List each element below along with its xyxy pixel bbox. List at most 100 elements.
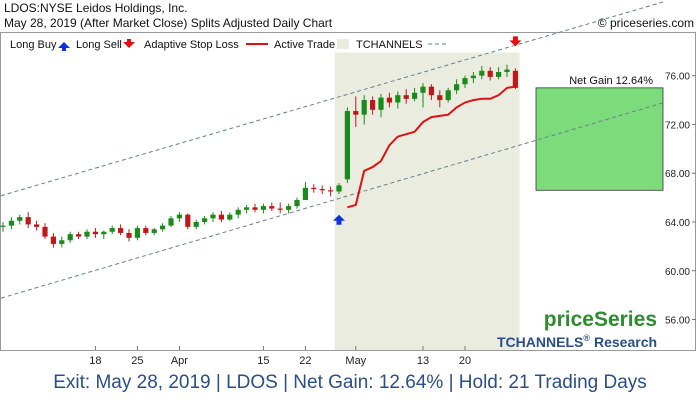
legend-long-buy-label: Long Buy	[10, 39, 57, 51]
long-buy-arrow-icon	[58, 42, 70, 51]
long-buy-marker-icon	[333, 214, 345, 225]
candle-body	[118, 228, 124, 233]
x-tick-label: 22	[299, 355, 311, 367]
candle-body	[378, 97, 384, 110]
candle-body	[344, 111, 350, 180]
candle-body	[193, 221, 199, 227]
long-sell-marker-icon	[509, 36, 522, 47]
candle-body	[59, 240, 65, 244]
candle-body	[328, 190, 334, 192]
candle-body	[487, 70, 493, 77]
candle-body	[462, 78, 468, 85]
candle-body	[252, 207, 258, 210]
candle-body	[353, 111, 359, 115]
legend-adaptive-stop-label: Adaptive Stop Loss	[144, 39, 239, 51]
x-tick-label: 13	[417, 355, 429, 367]
candle-body	[227, 214, 233, 220]
candle-body	[218, 214, 224, 220]
candle-body	[17, 217, 23, 221]
x-tick-label: Apr	[171, 355, 188, 367]
registered-mark: ®	[583, 333, 590, 343]
channel-lower-line	[0, 101, 667, 299]
candle-body	[134, 228, 140, 238]
candle-body	[311, 187, 317, 190]
y-tick-label: 56.00	[665, 316, 690, 327]
candle-body	[34, 224, 40, 227]
candle-body	[403, 95, 409, 99]
priceseries-logo: priceSeries	[544, 308, 657, 331]
channel-upper-line	[0, 0, 667, 197]
candle-body	[235, 209, 241, 215]
tchannels-brand-text: TCHANNELS	[497, 334, 583, 350]
candle-body	[92, 231, 98, 235]
candle-body	[0, 225, 6, 227]
y-tick-label: 68.00	[665, 169, 690, 180]
axis-ticks: 56.00 60.00 64.00 68.00 72.00 76.00 18 25 Apr 15 2…	[89, 72, 696, 367]
x-tick-label: May	[345, 355, 366, 367]
copyright-text: © priceseries.com	[597, 16, 694, 30]
tchannels-research-logo: TCHANNELS® Research	[497, 333, 657, 350]
candle-body	[286, 206, 292, 210]
chart-title: LDOS:NYSE Leidos Holdings, Inc.	[4, 1, 188, 15]
candle-body	[151, 229, 157, 233]
legend-active-trade-label: Active Trade	[274, 39, 335, 51]
y-tick-label: 64.00	[665, 218, 690, 229]
candle-body	[260, 206, 266, 210]
candle-body	[294, 200, 300, 207]
x-tick-label: 15	[257, 355, 269, 367]
candle-body	[76, 234, 82, 237]
candle-body	[8, 220, 14, 226]
candle-body	[109, 228, 115, 232]
candle-body	[361, 100, 367, 115]
candles	[0, 64, 518, 248]
candle-body	[244, 207, 250, 210]
candle-body	[479, 70, 485, 76]
candle-body	[269, 206, 275, 209]
candle-body	[302, 187, 308, 201]
candle-body	[512, 70, 518, 88]
candle-body	[67, 234, 73, 241]
candle-body	[437, 95, 443, 101]
research-brand-text: Research	[594, 334, 657, 350]
candle-body	[277, 208, 283, 210]
candle-body	[126, 232, 132, 238]
candle-body	[84, 231, 90, 237]
price-chart: 56.00 60.00 64.00 68.00 72.00 76.00 18 25 Apr 15 2…	[0, 0, 696, 367]
candle-body	[185, 214, 191, 227]
tchannels-lines	[0, 0, 667, 299]
adaptive-stop-layer	[347, 85, 516, 209]
candle-body	[160, 225, 166, 230]
candle-body	[210, 214, 216, 219]
legend-long-sell-label: Long Sell	[76, 39, 122, 51]
candle-body	[420, 86, 426, 93]
candle-body	[25, 217, 31, 225]
y-tick-label: 72.00	[665, 120, 690, 131]
candle-body	[143, 228, 149, 233]
x-tick-label: 18	[89, 355, 101, 367]
candle-body	[470, 75, 476, 79]
candle-body	[454, 84, 460, 91]
net-gain-box	[535, 87, 664, 191]
candle-body	[101, 231, 107, 235]
background-layer	[334, 52, 664, 350]
candle-body	[168, 218, 174, 226]
candle-body	[428, 86, 434, 96]
candle-body	[412, 92, 418, 99]
candle-body	[386, 97, 392, 103]
x-tick-label: 20	[459, 355, 471, 367]
long-sell-arrow-icon	[123, 39, 135, 48]
legend: Long Buy Long Sell Adaptive Stop Loss Ac…	[10, 39, 448, 51]
y-tick-label: 76.00	[665, 72, 690, 83]
candle-body	[176, 214, 182, 219]
y-tick-label: 60.00	[665, 267, 690, 278]
active-trade-swatch	[337, 39, 349, 49]
trade-summary-footer: Exit: May 28, 2019 | LDOS | Net Gain: 12…	[53, 372, 647, 393]
chart-frame	[0, 32, 696, 351]
chart-subtitle: May 28, 2019 (After Market Close) Splits…	[4, 16, 333, 30]
adaptive-stop-line	[347, 85, 516, 209]
candle-body	[336, 185, 342, 192]
candle-body	[504, 69, 510, 73]
candle-body	[445, 90, 451, 101]
net-gain-label: Net Gain 12.64%	[569, 75, 653, 87]
signal-markers	[333, 36, 522, 225]
